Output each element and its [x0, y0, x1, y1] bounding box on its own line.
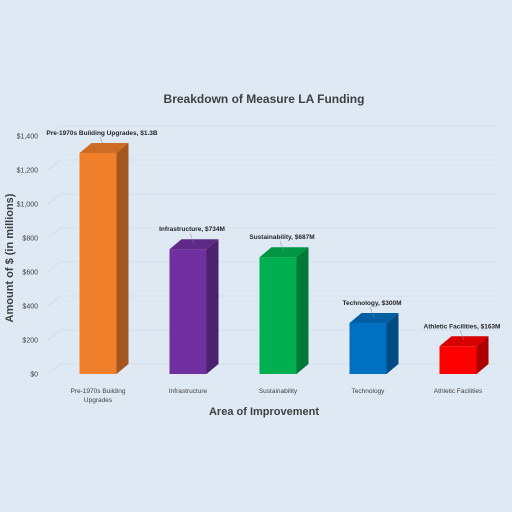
data-label-leader — [99, 136, 105, 148]
gridlines — [47, 125, 498, 375]
data-label-leader — [189, 233, 195, 244]
y-tick-label: $800 — [22, 236, 38, 243]
bar-front — [79, 153, 117, 374]
bar — [349, 313, 399, 374]
gridline — [47, 159, 498, 171]
gridline — [47, 295, 498, 307]
bar-top — [169, 239, 219, 250]
x-axis-title: Area of Improvement — [209, 406, 319, 418]
bar-front — [349, 323, 387, 374]
bar-front — [439, 346, 477, 374]
bar-front — [169, 249, 207, 374]
data-label: Infrastructure, $734M — [159, 226, 225, 233]
x-category-labels: Pre-1970s Building Upgrades Infrastructure… — [71, 388, 483, 404]
bar — [259, 247, 309, 374]
data-label: Athletic Facilities, $163M — [424, 323, 501, 330]
gridline — [47, 261, 498, 273]
gridline — [47, 125, 498, 137]
bar — [169, 239, 219, 374]
bar-top — [349, 313, 399, 323]
bar-top — [439, 336, 489, 347]
data-label: Pre-1970s Building Upgrades, $1.3B — [46, 130, 158, 137]
y-tick-label: $400 — [22, 304, 38, 311]
bar-side — [476, 336, 489, 374]
y-tick-label: $1,400 — [17, 134, 39, 141]
y-tick-labels: $0 $200 $400 $600 $800 $1,000 $1,200 $1,400 — [17, 134, 39, 379]
bar-side — [386, 313, 399, 374]
bar — [439, 336, 489, 374]
x-category-label: Technology — [352, 388, 386, 395]
data-label-leader — [369, 306, 375, 318]
y-tick-label: $1,000 — [17, 202, 39, 209]
bar-side — [116, 143, 129, 374]
x-category-label: Pre-1970s Building — [71, 388, 126, 395]
bar-side — [206, 239, 219, 374]
gridline — [47, 227, 498, 239]
bar — [79, 143, 129, 374]
data-label-leader — [279, 241, 285, 252]
y-tick-label: $0 — [30, 372, 38, 379]
data-label: Technology, $300M — [343, 300, 402, 307]
y-axis-title: Amount of $ (in millions) — [4, 193, 16, 322]
x-category-label: Sustainability — [259, 388, 298, 395]
gridline — [47, 193, 498, 205]
bar-front — [259, 257, 297, 374]
x-category-label: Infrastructure — [169, 388, 208, 395]
chart-title: Breakdown of Measure LA Funding — [164, 92, 365, 106]
y-tick-label: $1,200 — [17, 168, 39, 175]
data-labels: Pre-1970s Building Upgrades, $1.3B Infras… — [46, 130, 501, 341]
y-tick-label: $200 — [22, 338, 38, 345]
x-category-label: Upgrades — [84, 397, 113, 404]
data-label: Sustainability, $687M — [249, 234, 314, 241]
y-tick-label: $600 — [22, 270, 38, 277]
data-label-leader — [459, 330, 465, 341]
bar-side — [296, 247, 309, 374]
x-category-label: Athletic Facilities — [434, 388, 483, 395]
bars — [79, 143, 489, 374]
bar-top — [259, 247, 309, 258]
bar-top — [79, 143, 129, 153]
